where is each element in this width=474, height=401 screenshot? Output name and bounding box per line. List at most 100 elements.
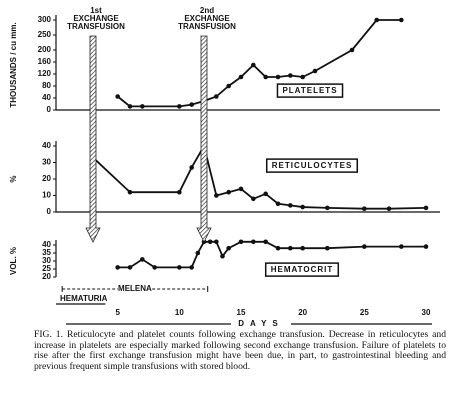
y-tick-label: 20 [42, 174, 51, 183]
data-point [362, 244, 367, 249]
data-point [349, 47, 355, 53]
data-point [251, 62, 256, 68]
data-point [177, 265, 182, 270]
data-point [177, 189, 182, 195]
x-tick-label: 15 [237, 308, 246, 317]
data-point [214, 94, 219, 99]
data-point [275, 245, 281, 251]
caption-text: Reticulocyte and platelet counts followi… [34, 329, 447, 372]
data-point [423, 244, 429, 249]
data-point [325, 245, 330, 251]
y-tick-label: 40 [42, 141, 51, 150]
y-tick-label: 30 [42, 158, 51, 167]
data-point [263, 191, 268, 197]
data-point [226, 189, 231, 195]
y-tick-label: 40 [42, 240, 51, 249]
y-axis-label: VOL. % [9, 247, 18, 275]
data-point [275, 201, 281, 207]
series-label-box [276, 83, 344, 98]
x-tick-label: 30 [422, 308, 431, 317]
data-line [117, 240, 426, 269]
y-tick-label: 0 [47, 105, 52, 114]
y-tick-label: 40 [42, 93, 51, 102]
data-point [374, 17, 379, 23]
y-axis-label: THOUSANDS / cu mm. [9, 22, 18, 107]
data-point [226, 83, 231, 89]
series-label: RETICULOCYTES [272, 161, 353, 170]
transfusion-label: EXCHANGE [184, 14, 230, 23]
data-point [127, 189, 133, 195]
period-label: HEMATURIA [60, 294, 108, 303]
data-line [117, 19, 402, 108]
transfusion-arrow [196, 35, 212, 243]
data-point [127, 265, 133, 270]
data-point [300, 74, 305, 80]
data-point [214, 193, 219, 198]
x-tick-label: 10 [175, 308, 184, 317]
y-tick-label: 25 [42, 264, 51, 273]
y-tick-label: 250 [38, 30, 52, 39]
data-point [312, 68, 318, 74]
data-point [399, 244, 404, 249]
data-point [152, 265, 157, 270]
x-tick-label: 20 [298, 308, 307, 317]
transfusion-label: 1st [90, 6, 102, 15]
x-axis-label: DAYS [238, 319, 284, 328]
caption: FIG. 1. Reticulocyte and platelet counts … [34, 329, 447, 372]
series-label-box [264, 262, 340, 277]
data-point [189, 102, 194, 107]
data-point [423, 205, 429, 211]
series-label: HEMATOCRIT [271, 265, 334, 274]
data-point [386, 206, 392, 211]
data-point [263, 74, 268, 80]
transfusion-label: TRANSFUSION [178, 22, 236, 31]
y-tick-label: 20 [42, 272, 51, 281]
y-tick-label: 160 [38, 57, 52, 66]
data-point [288, 245, 293, 251]
data-point [207, 239, 213, 245]
data-point [238, 239, 244, 245]
transfusion-label: TRANSFUSION [67, 22, 125, 31]
data-point [189, 165, 194, 170]
x-tick-label: 25 [360, 308, 369, 317]
figure-number: FIG. 1. [34, 329, 63, 340]
y-tick-label: 300 [38, 15, 52, 24]
data-point [251, 239, 256, 245]
data-point [362, 206, 367, 211]
x-label-bg [231, 318, 291, 330]
y-tick-label: 80 [42, 81, 51, 90]
data-point [140, 104, 145, 109]
period-label: MELENA [118, 284, 152, 293]
data-point [325, 205, 330, 211]
data-point [214, 239, 219, 245]
data-line [92, 143, 427, 210]
data-point [220, 253, 225, 259]
x-tick-label: 5 [115, 308, 120, 317]
y-tick-label: 0 [47, 207, 52, 216]
data-point [399, 17, 404, 23]
data-point [226, 245, 231, 251]
data-point [238, 186, 244, 192]
y-tick-label: 30 [42, 256, 51, 265]
y-tick-label: 120 [38, 69, 52, 78]
y-tick-label: 35 [42, 248, 51, 257]
series-label: PLATELETS [282, 86, 337, 95]
transfusion-arrow [85, 35, 101, 243]
data-point [300, 204, 305, 210]
data-point [251, 196, 256, 202]
data-point [263, 239, 268, 245]
data-point [177, 104, 182, 109]
y-tick-label: 200 [38, 45, 52, 54]
data-point [238, 74, 244, 80]
y-axis-label: % [9, 175, 18, 182]
transfusion-label: 2nd [200, 6, 214, 15]
data-point [115, 265, 120, 270]
data-point [275, 74, 281, 80]
period-label-bg [117, 284, 152, 294]
data-point [127, 104, 133, 109]
data-point [115, 94, 120, 99]
series-label-box [265, 158, 359, 173]
data-point [288, 73, 293, 78]
y-tick-label: 10 [42, 191, 51, 200]
